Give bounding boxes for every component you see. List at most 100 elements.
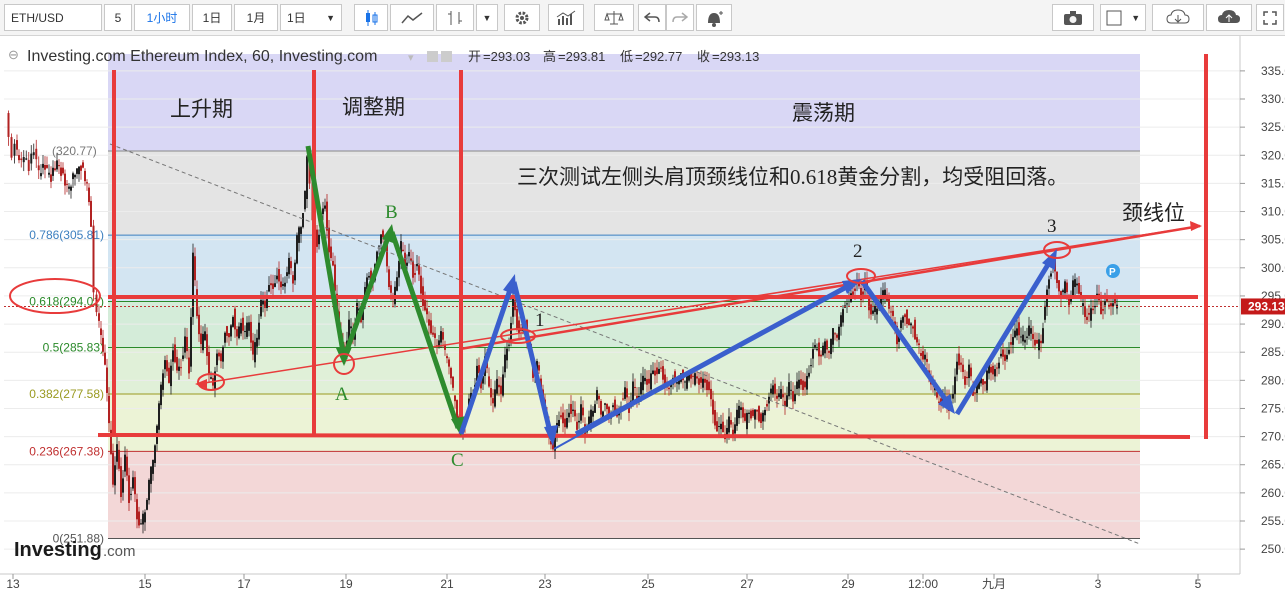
candle-body (386, 243, 388, 267)
candle-body (504, 354, 506, 373)
candle-body (90, 200, 92, 227)
candle-body (758, 406, 760, 422)
candlestick-chart-button[interactable] (354, 4, 388, 31)
close-small-icon[interactable] (441, 51, 452, 62)
undo-button[interactable] (638, 4, 666, 31)
candle-body (1004, 354, 1006, 361)
candle-body (602, 411, 604, 418)
candle-body (122, 478, 124, 493)
candle-body (830, 338, 832, 355)
fib-label: 0.382(277.58) (29, 387, 104, 401)
candle-body (516, 309, 518, 329)
candle-body (760, 413, 762, 424)
period-select[interactable]: 1日 ▼ (280, 4, 342, 31)
indicators-button[interactable] (548, 4, 584, 31)
candle-body (408, 252, 410, 257)
fib-band-top (108, 54, 1140, 151)
candle-body (326, 201, 328, 231)
x-tick-label: 17 (237, 577, 251, 591)
candle-body (984, 381, 986, 384)
candle-body (418, 265, 420, 275)
candle-body (540, 378, 542, 388)
period-1d-button[interactable]: 1日 (192, 4, 232, 31)
last-price-label: 293.13 (1248, 299, 1285, 313)
candle-body (1008, 349, 1010, 354)
candle-body (154, 445, 156, 463)
layout-select[interactable]: ▼ (1100, 4, 1146, 31)
phase-label-rising: 上升期 (170, 97, 233, 121)
line-chart-button[interactable] (390, 4, 434, 31)
candle-body (808, 372, 810, 377)
candle-body (1026, 336, 1028, 338)
candle-body (968, 364, 970, 379)
candle-body (494, 389, 496, 407)
candle-body (1018, 322, 1020, 336)
candle-body (732, 429, 734, 435)
candle-body (846, 303, 848, 305)
candle-body (100, 328, 102, 336)
candle-body (1114, 299, 1116, 304)
ohlc-low-label: 低 (620, 49, 633, 64)
event-marker[interactable] (1106, 264, 1120, 278)
candle-body (86, 182, 88, 184)
compare-button[interactable] (594, 4, 634, 31)
settings-button[interactable] (504, 4, 540, 31)
candle-body (56, 160, 58, 170)
ohlc-readout: 开 =293.03 高 =293.81 低 =292.77 收 =293.13 (468, 49, 759, 64)
redo-button[interactable] (666, 4, 694, 31)
candle-body (612, 405, 614, 408)
candle-body (896, 325, 898, 345)
candle-body (498, 384, 500, 388)
interval-1h-button[interactable]: 1小时 (134, 4, 190, 31)
candle-body (106, 367, 108, 393)
candle-body (990, 366, 992, 373)
candle-body (688, 373, 690, 381)
cloud-upload-button[interactable] (1206, 4, 1252, 31)
candle-body (674, 371, 676, 382)
bar-chart-button[interactable] (436, 4, 474, 31)
settings-small-icon[interactable] (427, 51, 438, 62)
candle-body (922, 351, 924, 360)
candle-body (160, 384, 162, 406)
candle-body (162, 373, 164, 390)
y-tick-label: 325.00 (1261, 120, 1285, 134)
candle-body (414, 273, 416, 275)
candle-body (650, 373, 652, 390)
candle-body (640, 382, 642, 395)
candle-body (30, 153, 33, 164)
candle-body (66, 183, 68, 185)
candle-body (588, 416, 590, 430)
candle-body (744, 413, 746, 421)
price-chart[interactable]: (320.77) 0.786(305.81) 0.618(294.01) 0.5(28… (0, 36, 1285, 596)
candle-body (686, 374, 688, 389)
period-1m-button[interactable]: 1月 (234, 4, 278, 31)
candle-body (296, 235, 298, 264)
candle-body (218, 352, 220, 357)
candle-body (148, 479, 150, 501)
screenshot-button[interactable] (1052, 4, 1094, 31)
candle-body (206, 334, 208, 356)
title-chevron-icon[interactable]: ▾ (408, 52, 414, 64)
candle-body (292, 275, 294, 284)
cloud-download-button[interactable] (1152, 4, 1204, 31)
alert-button[interactable] (696, 4, 732, 31)
time-axis[interactable]: 13 15 17 19 21 23 25 27 29 12:00 九月 3 5 (6, 574, 1202, 591)
candle-body (184, 336, 186, 353)
candle-body (986, 370, 988, 391)
fib-label: 0(251.88) (53, 532, 104, 546)
chart-type-dropdown[interactable]: ▼ (476, 4, 498, 31)
candle-body (268, 285, 270, 292)
symbol-input[interactable]: ETH/USD (4, 4, 102, 31)
collapse-icon[interactable]: ⊖ (8, 47, 19, 62)
candle-body (282, 284, 284, 287)
candle-body (882, 290, 884, 300)
candle-body (25, 158, 28, 160)
candle-body (482, 376, 484, 384)
interval-5-button[interactable]: 5 (104, 4, 132, 31)
fullscreen-button[interactable] (1256, 4, 1284, 31)
price-axis[interactable]: 250.00 255.00 260.00 265.00 270.00 275.00 280.… (1240, 64, 1285, 556)
candle-body (1064, 281, 1066, 294)
candle-body (124, 454, 126, 472)
arrow-head-up-1 (503, 274, 516, 295)
candle-body (1092, 308, 1094, 311)
